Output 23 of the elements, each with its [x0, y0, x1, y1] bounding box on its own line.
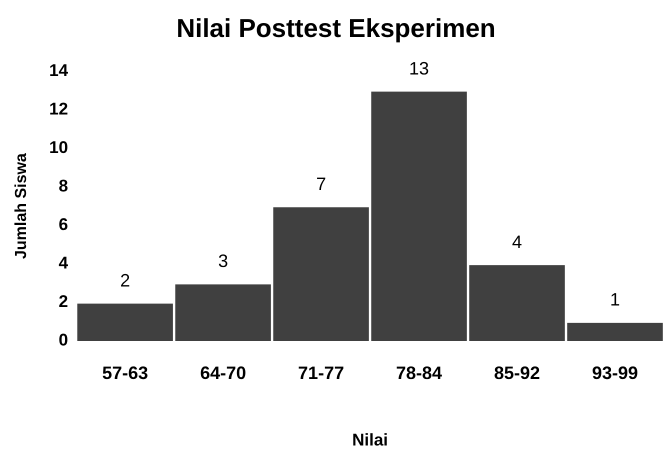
- data-label: 2: [120, 270, 130, 290]
- data-label: 13: [409, 58, 430, 78]
- y-tick-label: 2: [58, 292, 68, 312]
- x-tick-label: 78-84: [396, 362, 442, 383]
- y-tick-label: 6: [58, 215, 68, 234]
- data-label: 4: [512, 232, 522, 252]
- data-label: 3: [218, 251, 228, 272]
- x-axis-title: Nilai: [352, 430, 388, 450]
- x-tick-label: 64-70: [200, 362, 246, 383]
- y-tick-label: 14: [49, 60, 69, 80]
- data-label: 1: [610, 290, 620, 310]
- x-tick-label: 57-63: [102, 362, 148, 383]
- y-tick-label: 12: [49, 99, 68, 118]
- data-label: 7: [316, 174, 326, 194]
- y-tick-label: 10: [49, 138, 68, 157]
- y-tick-label: 8: [58, 176, 68, 196]
- y-tick-label: 0: [58, 330, 68, 350]
- y-axis-title: Jumlah Siswa: [13, 153, 30, 260]
- x-tick-label: 85-92: [494, 362, 540, 383]
- x-tick-label: 71-77: [298, 362, 344, 383]
- chart-title: Nilai Posttest Eksperimen: [176, 12, 496, 43]
- y-tick-label: 4: [58, 254, 69, 273]
- x-tick-label: 93-99: [592, 362, 638, 383]
